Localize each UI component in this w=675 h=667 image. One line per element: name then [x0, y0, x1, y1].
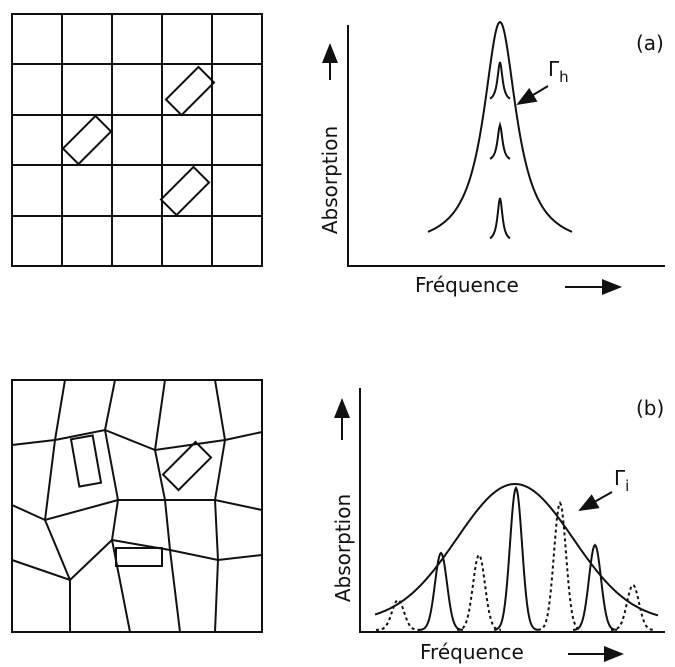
width-label: Γi [614, 466, 629, 495]
width-subscript: h [559, 68, 569, 86]
width-subscript: i [625, 477, 629, 495]
width-symbol: Γ [548, 57, 560, 81]
plot-a: (a) Γh Absorption Fréquence [318, 20, 665, 297]
panel-label: (a) [636, 31, 664, 55]
plot-b: (b) Γi Absorption Fréquence [331, 388, 665, 664]
y-axis-label: Absorption [331, 494, 355, 602]
lattice-distorted [11, 379, 263, 633]
x-axis-label: Fréquence [415, 273, 519, 297]
width-symbol: Γ [614, 466, 626, 490]
width-label: Γh [548, 57, 569, 86]
panel-label: (b) [636, 396, 664, 420]
y-axis-label: Absorption [318, 126, 342, 234]
lattice-regular [11, 13, 263, 267]
x-axis-label: Fréquence [420, 640, 524, 664]
